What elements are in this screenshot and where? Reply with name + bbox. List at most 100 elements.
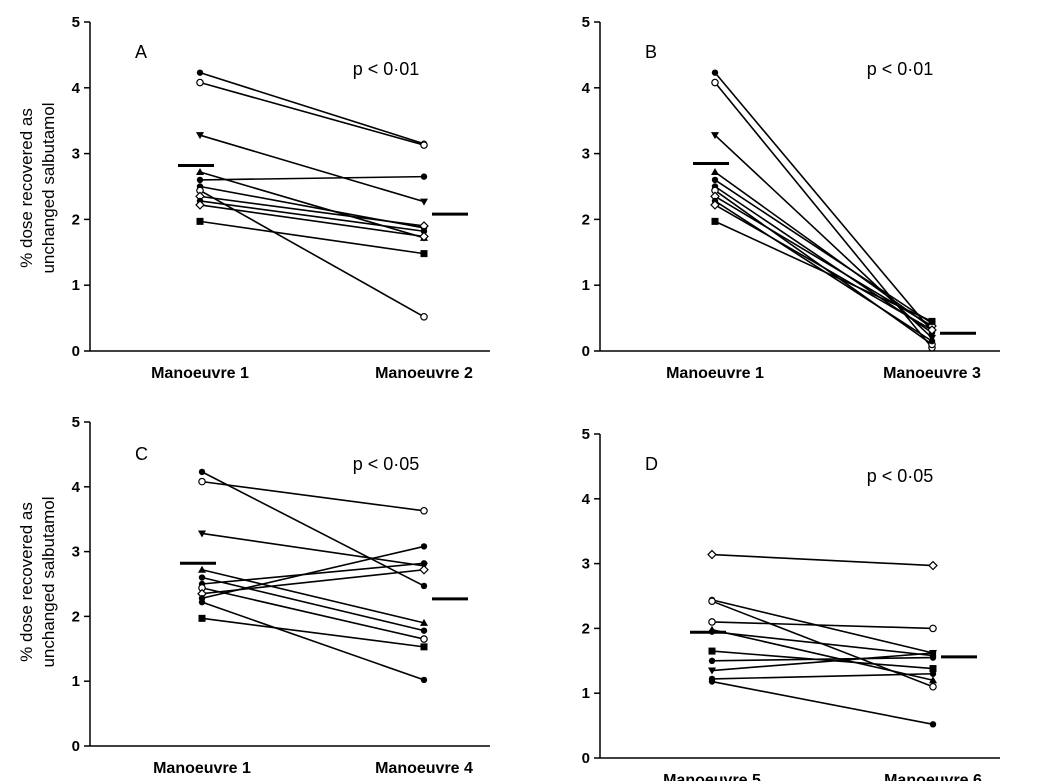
data-point — [927, 325, 937, 335]
y-tick-label: 5 — [582, 14, 590, 31]
y-tick-label: 0 — [582, 343, 590, 360]
subject-line — [714, 179, 933, 325]
subject-line — [199, 189, 425, 318]
subject-line — [714, 72, 933, 332]
subject-line — [201, 562, 425, 585]
data-point — [711, 69, 719, 76]
data-point — [929, 676, 937, 684]
data-point — [711, 176, 719, 184]
y-tick-label: 0 — [72, 343, 80, 360]
data-point — [420, 312, 428, 321]
data-point — [929, 650, 937, 658]
data-point — [420, 635, 428, 643]
x-category-label: Manoeuvre 1 — [151, 365, 249, 382]
y-tick-label: 1 — [72, 673, 80, 690]
subject-line — [201, 617, 425, 648]
data-point — [419, 564, 429, 575]
y-tick-label: 4 — [72, 80, 81, 97]
x-category-label: Manoeuvre 1 — [666, 365, 764, 382]
panel-B: 0 1 2 3 4 5 Manoeuvre 1 Manoeuvre 3 Bp < 0·01 — [582, 14, 1000, 382]
y-tick-label: 1 — [582, 685, 590, 702]
data-point — [929, 624, 937, 633]
subject-line — [714, 220, 933, 323]
data-point — [196, 217, 204, 225]
y-tick-label: 1 — [582, 277, 590, 294]
y-tick-label: 2 — [582, 211, 590, 228]
subject-line — [199, 175, 425, 181]
subject-line — [201, 576, 425, 632]
data-point — [928, 337, 936, 345]
y-tick-label: 3 — [72, 146, 80, 163]
data-point — [708, 618, 716, 626]
subject-line — [711, 628, 934, 682]
y-tick-label: 2 — [72, 608, 80, 625]
data-point — [196, 168, 204, 176]
data-point — [420, 676, 428, 684]
subject-line — [199, 220, 425, 255]
data-point — [420, 141, 428, 149]
y-tick-label: 3 — [582, 146, 590, 163]
y-axis-label-top: % dose recovered as unchanged salbutamol — [17, 102, 58, 273]
y-tick-label: 4 — [72, 479, 81, 496]
data-point — [420, 560, 428, 567]
data-point — [708, 667, 716, 675]
panel-label: B — [645, 42, 657, 62]
subject-line — [201, 601, 425, 681]
data-point — [420, 228, 428, 235]
data-point — [420, 627, 428, 634]
subject-line — [201, 532, 425, 567]
subject-line — [711, 672, 934, 680]
y-axis-label-bottom-line2: unchanged salbutamol — [39, 496, 58, 667]
data-point — [198, 477, 206, 486]
p-value-annotation: p < 0·05 — [353, 454, 420, 474]
subject-line — [711, 599, 934, 654]
data-point — [420, 643, 428, 651]
y-axis-label-bottom: % dose recovered as unchanged salbutamol — [17, 496, 58, 667]
subject-line — [711, 621, 934, 630]
x-category-label: Manoeuvre 6 — [884, 772, 982, 781]
data-point — [708, 647, 716, 655]
y-tick-label: 2 — [72, 211, 80, 228]
subject-line — [201, 480, 425, 512]
subject-line — [711, 630, 934, 657]
data-point — [198, 468, 206, 476]
panel-label: C — [135, 444, 148, 464]
data-point — [711, 168, 719, 176]
y-tick-label: 2 — [582, 620, 590, 637]
y-axis-label-bottom-line1: % dose recovered as — [17, 502, 36, 662]
y-tick-label: 5 — [582, 426, 590, 443]
data-point — [196, 69, 204, 76]
data-point — [928, 317, 936, 325]
data-point — [198, 565, 206, 573]
data-point — [420, 582, 428, 590]
y-tick-label: 4 — [582, 491, 591, 508]
y-tick-label: 4 — [582, 80, 591, 97]
subject-line — [201, 545, 425, 600]
panels: 0 1 2 3 4 5 Manoeuvre 1 Manoeuvre 2 Ap < 0·01 0 1 2… — [72, 14, 1000, 781]
subject-line — [199, 204, 425, 238]
y-tick-label: 5 — [72, 14, 80, 31]
data-point — [420, 198, 428, 206]
y-axis-label-top-line2: unchanged salbutamol — [39, 102, 58, 273]
subject-line — [711, 656, 934, 662]
data-point — [420, 618, 428, 626]
y-tick-label: 1 — [72, 277, 80, 294]
p-value-annotation: p < 0·01 — [867, 59, 934, 79]
data-point — [708, 597, 716, 605]
subject-line — [714, 204, 933, 331]
data-point — [707, 549, 717, 560]
subject-line — [199, 200, 425, 233]
data-point — [928, 560, 938, 571]
y-tick-label: 3 — [72, 544, 80, 561]
data-point — [929, 682, 937, 691]
data-point — [195, 200, 205, 210]
data-point — [929, 665, 937, 673]
subject-line — [199, 195, 425, 227]
subject-line — [199, 71, 425, 145]
y-axis-label-top-line1: % dose recovered as — [17, 108, 36, 268]
x-category-label: Manoeuvre 1 — [153, 760, 251, 777]
data-point — [196, 176, 204, 184]
data-point — [711, 78, 719, 87]
subject-line — [201, 587, 425, 640]
